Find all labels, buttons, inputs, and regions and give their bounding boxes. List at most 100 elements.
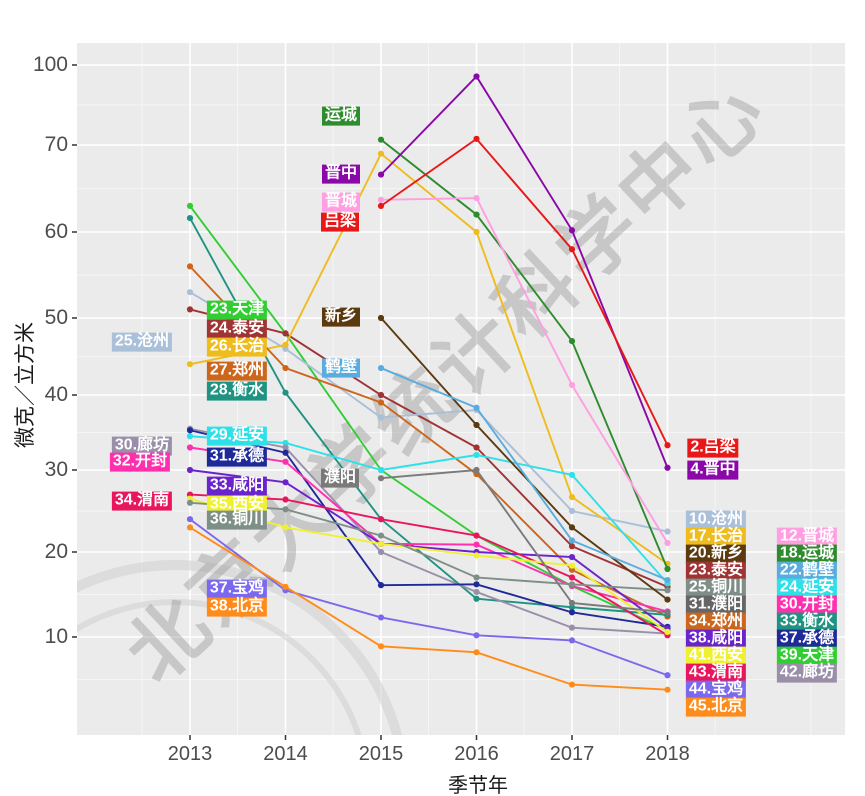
data-point-西安 — [377, 540, 385, 547]
data-point-廊坊 — [473, 588, 480, 596]
data-point-渭南 — [473, 532, 480, 539]
series-line-长治 — [189, 152, 669, 565]
series-line-衡水 — [189, 217, 668, 616]
x-axis-title: 季节年 — [448, 775, 508, 796]
data-point-西安 — [473, 552, 480, 559]
data-point-铜川 — [568, 581, 576, 588]
data-point-延安 — [473, 451, 480, 459]
data-point-渭南 — [568, 574, 576, 581]
data-point-开封 — [282, 458, 289, 465]
data-point-开封 — [186, 444, 194, 451]
data-point-咸阳 — [568, 554, 576, 561]
data-point-衡水 — [186, 214, 194, 222]
data-point-承德 — [377, 582, 385, 589]
data-point-长治 — [473, 228, 480, 236]
data-point-泰安 — [377, 391, 385, 399]
data-point-鹤壁 — [664, 576, 671, 584]
data-point-长治 — [282, 341, 289, 349]
data-point-沧州 — [377, 414, 385, 421]
data-point-晋城 — [664, 539, 671, 547]
data-point-西安 — [568, 562, 576, 569]
data-point-晋城 — [568, 381, 576, 389]
data-point-沧州 — [664, 528, 671, 535]
data-point-咸阳 — [186, 466, 194, 474]
data-point-延安 — [377, 466, 385, 474]
data-point-泰安 — [186, 306, 194, 313]
data-point-濮阳 — [377, 475, 385, 482]
data-point-鹤壁 — [568, 537, 576, 544]
data-point-新乡 — [568, 524, 576, 531]
data-point-泰安 — [282, 330, 289, 337]
data-point-长治 — [568, 493, 576, 501]
data-point-宝鸡 — [664, 672, 671, 679]
series-line-运城 — [380, 138, 669, 570]
data-point-咸阳 — [282, 479, 289, 486]
data-point-吕梁 — [377, 202, 385, 209]
series-line-鹤壁 — [380, 367, 668, 581]
data-point-北京 — [568, 681, 576, 688]
data-point-新乡 — [664, 596, 671, 603]
data-point-延安 — [568, 471, 576, 479]
data-point-天津 — [186, 202, 194, 209]
data-point-运城 — [377, 136, 385, 143]
series-line-晋城 — [380, 197, 669, 544]
data-point-运城 — [473, 211, 480, 218]
data-point-北京 — [282, 583, 289, 590]
data-point-运城 — [568, 338, 576, 345]
data-point-铜川 — [664, 587, 671, 594]
y-axis-title: 微克／立方米 — [14, 322, 37, 448]
data-point-新乡 — [377, 314, 385, 322]
series-line-廊坊 — [189, 427, 668, 635]
data-point-新乡 — [473, 421, 480, 429]
data-point-沧州 — [568, 507, 576, 515]
data-point-吕梁 — [473, 135, 480, 142]
data-point-郑州 — [282, 364, 289, 372]
data-point-吕梁 — [664, 442, 671, 449]
data-point-晋中 — [568, 227, 576, 234]
data-point-宝鸡 — [568, 637, 576, 644]
series-line-吕梁 — [380, 137, 669, 446]
data-point-承德 — [473, 581, 480, 588]
data-point-沧州 — [186, 289, 194, 296]
series-line-濮阳 — [380, 469, 668, 614]
series-line-宝鸡 — [189, 518, 668, 677]
data-point-衡水 — [568, 604, 576, 611]
series-line-延安 — [189, 435, 669, 585]
data-point-廊坊 — [282, 444, 289, 451]
series-line-新乡 — [380, 317, 669, 601]
data-point-泰安 — [473, 444, 480, 451]
data-point-衡水 — [282, 389, 289, 396]
data-point-宝鸡 — [377, 614, 385, 621]
data-point-廊坊 — [377, 548, 385, 556]
data-point-晋城 — [377, 196, 385, 203]
series-line-西安 — [189, 497, 669, 633]
data-point-衡水 — [473, 595, 480, 602]
data-point-晋中 — [664, 464, 671, 471]
data-point-泰安 — [568, 543, 576, 550]
data-point-铜川 — [186, 499, 194, 506]
series-line-开封 — [189, 446, 668, 613]
data-point-北京 — [473, 649, 480, 656]
data-point-晋中 — [377, 171, 385, 178]
data-point-郑州 — [186, 263, 194, 270]
data-point-晋中 — [473, 73, 480, 80]
data-point-北京 — [664, 686, 671, 693]
data-point-鹤壁 — [377, 364, 385, 372]
data-point-开封 — [473, 541, 480, 548]
series-line-北京 — [189, 526, 668, 691]
data-point-铜川 — [377, 532, 385, 539]
series-line-天津 — [189, 205, 668, 632]
data-point-晋城 — [473, 194, 480, 202]
data-point-承德 — [568, 609, 576, 616]
series-line-沧州 — [189, 291, 668, 533]
data-point-延安 — [186, 433, 194, 440]
series-line-渭南 — [189, 493, 668, 637]
data-point-西安 — [282, 524, 289, 531]
data-point-延安 — [282, 439, 289, 447]
data-point-郑州 — [568, 566, 576, 573]
data-point-濮阳 — [664, 609, 671, 616]
data-point-承德 — [282, 449, 289, 456]
data-point-铜川 — [282, 506, 289, 513]
data-point-渭南 — [282, 496, 289, 503]
